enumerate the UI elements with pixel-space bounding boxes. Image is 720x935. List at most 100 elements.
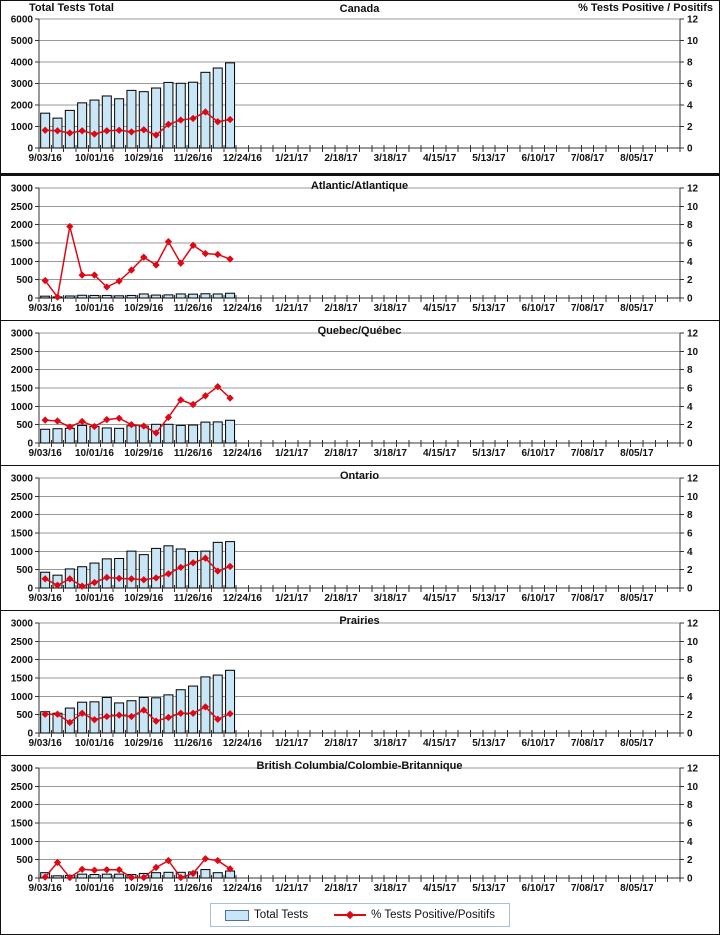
x-axis-tick-label: 12/24/16 bbox=[223, 303, 262, 314]
right-axis-tick-label: 4 bbox=[687, 837, 693, 848]
total-tests-bar bbox=[225, 669, 236, 734]
total-tests-bar bbox=[114, 557, 125, 589]
x-axis-tick-label: 10/01/16 bbox=[75, 448, 114, 459]
total-tests-bar bbox=[151, 872, 162, 879]
total-tests-bar bbox=[225, 62, 236, 149]
x-axis-tick-label: 1/21/17 bbox=[275, 303, 309, 314]
left-axis-tick-label: 3000 bbox=[11, 619, 34, 630]
left-axis-tick-label: 4000 bbox=[11, 58, 34, 69]
total-tests-bar bbox=[163, 871, 174, 879]
pct-positive-marker bbox=[53, 293, 62, 301]
x-axis-tick-label: 10/01/16 bbox=[75, 153, 114, 164]
pct-positive-marker bbox=[90, 271, 99, 279]
x-axis-tick-label: 10/01/16 bbox=[75, 593, 114, 604]
left-axis-tick-label: 1000 bbox=[11, 837, 34, 848]
pct-positive-marker bbox=[201, 703, 210, 711]
total-tests-bar bbox=[77, 424, 88, 444]
total-tests-bar bbox=[126, 294, 137, 299]
total-tests-bar bbox=[163, 545, 174, 589]
total-tests-bar bbox=[151, 697, 162, 734]
prairies-chart-plot: 0 500 1000 1500 2000 2500 3000 0 2 4 6 8 10 12 9/03/16… bbox=[11, 619, 699, 750]
right-axis-tick-label: 2 bbox=[687, 420, 693, 431]
total-tests-bar bbox=[89, 294, 100, 299]
total-tests-bar bbox=[163, 81, 174, 149]
total-tests-bar bbox=[77, 294, 88, 299]
total-tests-bar bbox=[114, 427, 125, 444]
total-tests-bar bbox=[151, 547, 162, 589]
pct-positive-marker bbox=[41, 416, 49, 424]
left-axis-tick-label: 2000 bbox=[11, 800, 34, 811]
pct-positive-line-icon bbox=[334, 910, 367, 920]
left-axis-tick-label: 2500 bbox=[11, 202, 34, 213]
pct-positive-marker bbox=[189, 241, 197, 250]
pct-positive-marker bbox=[189, 400, 197, 409]
right-axis-tick-label: 10 bbox=[687, 492, 699, 503]
right-axis-tick-label: 4 bbox=[687, 101, 693, 112]
total-tests-bar bbox=[200, 550, 211, 589]
x-axis-tick-label: 3/18/17 bbox=[374, 153, 408, 164]
pct-positive-marker bbox=[201, 854, 210, 863]
x-axis-tick-label: 6/10/17 bbox=[522, 738, 556, 749]
pct-positive-marker bbox=[103, 865, 111, 874]
left-axis-tick-label: 1000 bbox=[11, 547, 34, 558]
pct-positive-marker bbox=[226, 115, 234, 124]
total-tests-bar bbox=[212, 293, 223, 299]
left-axis-tick-label: 3000 bbox=[11, 79, 34, 90]
x-axis-tick-label: 7/08/17 bbox=[571, 153, 605, 164]
x-axis-tick-label: 9/03/16 bbox=[28, 303, 62, 314]
pct-positive-marker bbox=[213, 250, 222, 259]
x-axis-tick-label: 7/08/17 bbox=[571, 593, 605, 604]
pct-positive-marker bbox=[41, 126, 49, 135]
total-tests-bar bbox=[212, 674, 223, 734]
right-axis-tick-label: 0 bbox=[687, 584, 693, 595]
left-axis-tick-label: 0 bbox=[27, 584, 33, 595]
pct-positive-marker bbox=[140, 253, 148, 261]
x-axis-tick-label: 6/10/17 bbox=[522, 303, 556, 314]
pct-positive-marker bbox=[164, 856, 173, 865]
total-tests-bar bbox=[126, 89, 137, 149]
pct-positive-marker bbox=[53, 858, 62, 867]
pct-positive-marker bbox=[152, 429, 160, 437]
x-axis-tick-label: 8/05/17 bbox=[620, 153, 654, 164]
left-axis-tick-label: 2000 bbox=[11, 101, 34, 112]
total-tests-bar bbox=[101, 95, 112, 149]
total-tests-bar bbox=[175, 82, 186, 149]
right-axis-tick-label: 2 bbox=[687, 275, 693, 286]
pct-positive-marker bbox=[78, 865, 86, 874]
right-axis-tick-label: 6 bbox=[687, 79, 693, 90]
x-axis-tick-label: 12/24/16 bbox=[223, 448, 262, 459]
pct-positive-marker bbox=[152, 863, 160, 872]
right-axis-tick-label: 8 bbox=[687, 365, 693, 376]
pct-positive-marker bbox=[164, 237, 173, 246]
x-axis-tick-label: 5/13/17 bbox=[472, 883, 506, 894]
pct-positive-marker bbox=[103, 573, 111, 582]
x-axis-tick-label: 2/18/17 bbox=[324, 303, 358, 314]
x-axis-tick-label: 4/15/17 bbox=[423, 153, 457, 164]
total-tests-bar bbox=[200, 869, 211, 879]
right-axis-tick-label: 4 bbox=[687, 402, 693, 413]
total-tests-bar bbox=[188, 424, 199, 444]
left-axis-tick-label: 5000 bbox=[11, 36, 34, 47]
total-tests-bar bbox=[225, 292, 236, 299]
pct-positive-marker bbox=[226, 865, 234, 873]
pct-positive-marker bbox=[189, 114, 197, 123]
x-axis-tick-label: 1/21/17 bbox=[275, 883, 309, 894]
total-tests-bar bbox=[200, 421, 211, 444]
right-axis-tick-label: 12 bbox=[687, 474, 699, 485]
left-axis-tick-label: 2500 bbox=[11, 492, 34, 503]
pct-positive-marker bbox=[103, 415, 111, 424]
total-tests-bar bbox=[114, 873, 125, 879]
pct-positive-marker bbox=[103, 712, 111, 721]
x-axis-tick-label: 9/03/16 bbox=[28, 593, 62, 604]
pct-positive-marker bbox=[78, 582, 86, 590]
x-axis-tick-label: 10/29/16 bbox=[124, 153, 163, 164]
total-tests-bar bbox=[175, 424, 186, 444]
pct-positive-marker bbox=[78, 271, 86, 279]
right-axis-tick-label: 6 bbox=[687, 674, 693, 685]
right-axis-tick-label: 8 bbox=[687, 800, 693, 811]
x-axis-tick-label: 8/05/17 bbox=[620, 448, 654, 459]
total-tests-bar bbox=[77, 701, 88, 734]
pct-positive-marker bbox=[127, 873, 136, 882]
right-axis-tick-label: 12 bbox=[687, 764, 699, 775]
x-axis-tick-label: 2/18/17 bbox=[324, 448, 358, 459]
